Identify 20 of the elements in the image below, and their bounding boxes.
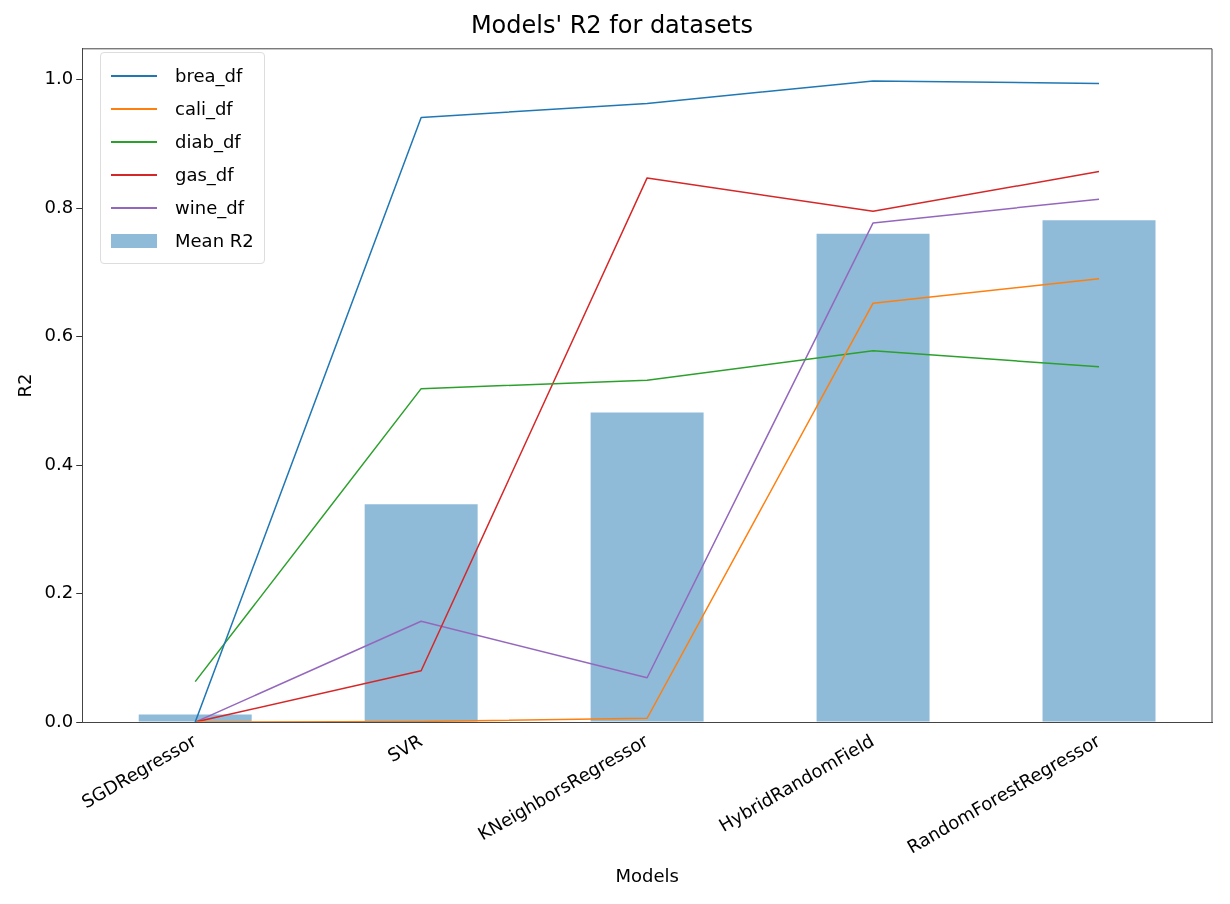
legend-label: Mean R2 (175, 230, 254, 251)
y-axis-title: R2 (14, 373, 36, 398)
x-tick-label: SVR (383, 729, 426, 767)
y-tick-label: 1.0 (44, 67, 74, 89)
bar (590, 412, 704, 722)
y-tick-label: 0.6 (44, 324, 74, 346)
y-tick-label: 0.2 (44, 581, 74, 603)
bar (816, 233, 930, 722)
legend-label: wine_df (175, 197, 244, 218)
bar (1042, 220, 1156, 722)
y-tick-label: 0.8 (44, 195, 74, 217)
legend-label: diab_df (175, 131, 241, 152)
y-tick-label: 0.4 (44, 452, 74, 474)
chart-title: Models' R2 for datasets (470, 10, 754, 39)
x-axis-title: Models (615, 864, 679, 886)
legend-label: cali_df (175, 98, 233, 119)
y-tick-label: 0.0 (44, 709, 74, 731)
legend-label: gas_df (175, 164, 234, 185)
bar (364, 504, 478, 722)
legend-label: brea_df (175, 65, 243, 86)
